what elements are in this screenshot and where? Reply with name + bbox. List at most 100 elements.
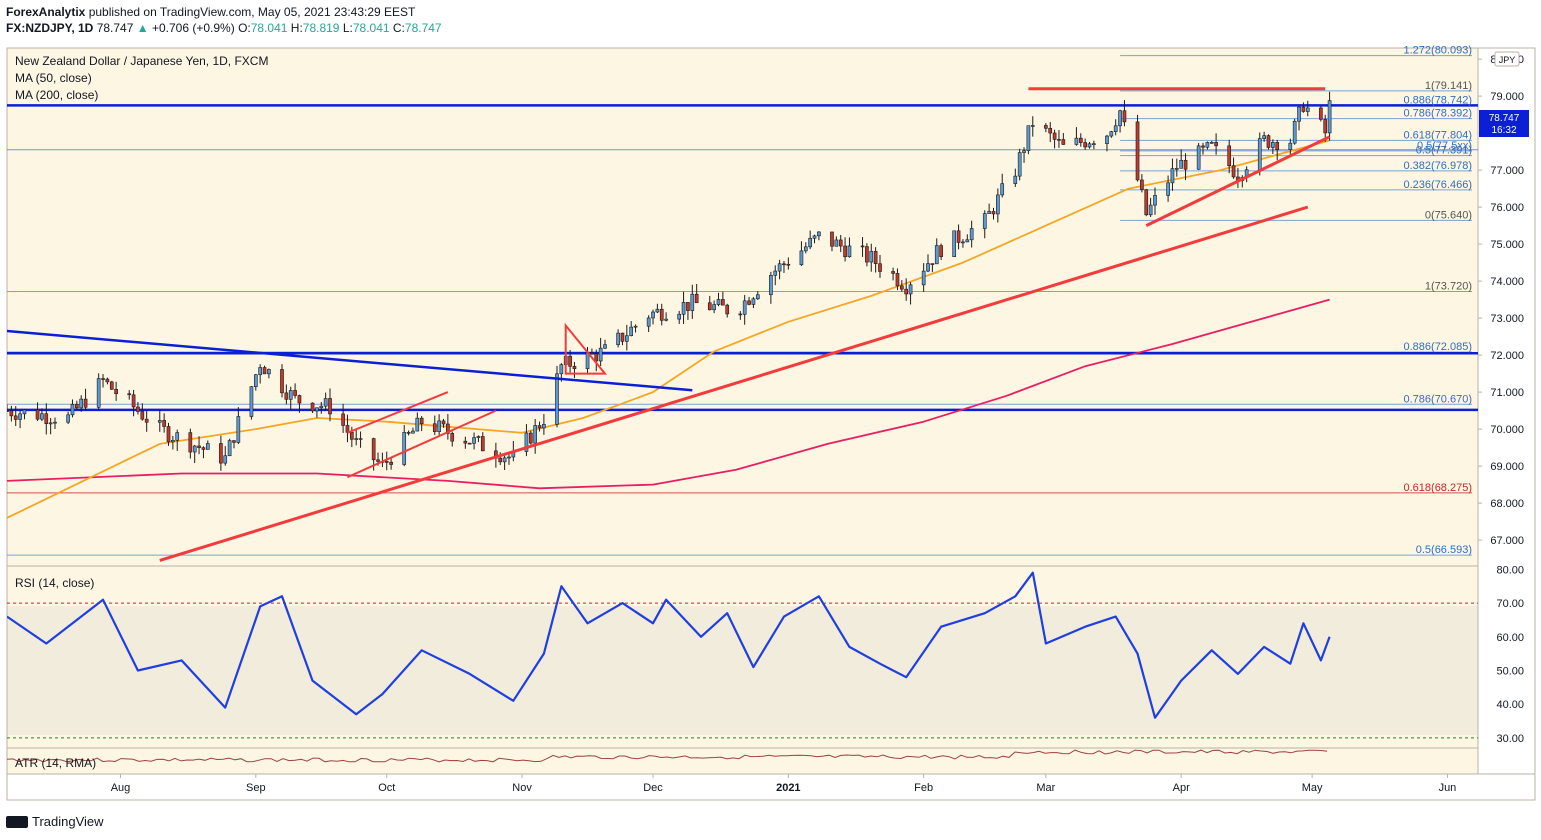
candle-up <box>812 235 817 239</box>
rsi-band <box>7 606 1478 735</box>
candle-up <box>616 332 620 345</box>
candle-up <box>1196 145 1201 170</box>
candle-down <box>782 263 786 266</box>
symbol-label: FX:NZDJPY, 1D <box>6 21 94 35</box>
time-tick-label: May <box>1302 782 1323 794</box>
low-label: L: <box>342 21 353 35</box>
countdown-text: 16:32 <box>1491 125 1516 136</box>
price-axis[interactable]: 80.00079.00078.00077.00076.00075.00074.0… <box>1478 54 1524 547</box>
fib-label: 0.5(77.5xx) <box>1417 140 1472 152</box>
candle-down <box>873 251 878 265</box>
time-tick-label: Feb <box>914 782 933 794</box>
rsi-tick-label: 50.00 <box>1496 665 1524 677</box>
candle-down <box>467 442 472 445</box>
footer: TradingView <box>6 814 104 829</box>
candle-down <box>109 381 114 390</box>
candle-down <box>341 413 345 426</box>
candle-down <box>114 389 118 395</box>
candle-down <box>738 313 743 316</box>
candle-up <box>969 228 974 241</box>
legend-ma200: MA (200, close) <box>15 88 98 102</box>
change-up-icon: ▲ <box>136 21 149 35</box>
price-tick-label: 70.000 <box>1490 424 1524 436</box>
price-tick-label: 75.000 <box>1490 239 1524 251</box>
time-axis[interactable]: Aug Sep Oct Nov Dec 2021 Feb Mar Apr May Jun <box>111 774 1457 794</box>
candle-down <box>860 245 865 248</box>
fib-label: 0.886(72.085) <box>1404 341 1473 353</box>
moving-averages <box>7 139 1330 519</box>
time-tick-label: Jun <box>1439 782 1457 794</box>
candles <box>7 91 1332 471</box>
candle-down <box>899 285 904 290</box>
candle-down <box>1323 119 1328 134</box>
trendlines[interactable] <box>7 87 1331 562</box>
candle-down <box>144 418 149 423</box>
fib-label: 1(73.720) <box>1425 280 1472 292</box>
candle-up <box>472 437 476 444</box>
candle-up <box>965 239 970 243</box>
fib-label: 1.272(80.093) <box>1404 45 1473 57</box>
candle-up <box>437 420 441 432</box>
candle-up <box>769 275 773 296</box>
price-tick-label: 77.000 <box>1490 165 1524 177</box>
candle-up <box>502 457 507 463</box>
candle-down <box>1201 145 1205 148</box>
published-text: published on TradingView.com, May 05, 20… <box>88 5 416 19</box>
candle-up <box>1030 125 1035 127</box>
low-value: 78.041 <box>352 21 390 35</box>
candle-up <box>171 439 175 443</box>
candle-down <box>1140 179 1144 190</box>
candle-down <box>105 378 110 383</box>
footer-brand: TradingView <box>32 814 104 829</box>
candle-up <box>315 407 319 412</box>
candle-down <box>219 443 223 464</box>
time-tick-label: Aug <box>111 782 131 794</box>
candle-up <box>677 313 682 320</box>
candle-down <box>101 378 105 380</box>
fib-label: 0.236(76.466) <box>1404 179 1473 191</box>
candle-up <box>1205 142 1210 148</box>
candle-up <box>681 302 686 315</box>
candle-down <box>1057 139 1061 141</box>
fib-label: 0.382(76.978) <box>1404 160 1473 172</box>
price-tick-label: 74.000 <box>1490 276 1524 288</box>
candle-up <box>267 369 271 375</box>
candle-up <box>1026 125 1031 151</box>
candle-down <box>725 304 730 315</box>
candle-down <box>197 445 201 448</box>
candle-down <box>328 398 332 415</box>
candle-down <box>432 423 437 432</box>
candle-down <box>136 406 140 412</box>
candle-down <box>1231 165 1236 178</box>
candle-down <box>904 288 909 295</box>
channel-lower <box>347 409 497 479</box>
candle-up <box>799 250 804 266</box>
candle-down <box>1183 159 1188 170</box>
time-tick-label: Nov <box>512 782 532 794</box>
rsi-tick-label: 30.00 <box>1496 733 1524 745</box>
candle-down <box>1266 135 1271 148</box>
candle-up <box>227 440 232 457</box>
last-price-badge <box>1479 110 1529 137</box>
candle-down <box>384 461 389 463</box>
candle-up <box>79 398 84 409</box>
candle-down <box>140 411 145 420</box>
candle-up <box>53 421 57 424</box>
price-tick-label: 67.000 <box>1490 535 1524 547</box>
candle-down <box>350 432 354 440</box>
fib-labels: 1.272(80.093)1(79.141)0.886(78.742)0.786… <box>1404 45 1473 556</box>
candle-up <box>629 326 634 337</box>
rsi-axis: 80.00 70.00 60.00 50.00 40.00 30.00 <box>1496 564 1524 745</box>
candle-down <box>537 425 542 429</box>
candle-down <box>747 300 751 305</box>
candle-down <box>284 392 289 400</box>
candle-up <box>1105 135 1109 144</box>
price-tick-label: 72.000 <box>1490 350 1524 362</box>
candle-up <box>22 409 27 415</box>
candle-down <box>162 420 166 427</box>
candle-up <box>598 347 603 362</box>
candle-up <box>223 455 228 464</box>
candle-down <box>280 369 284 394</box>
channel-upper <box>347 391 449 434</box>
